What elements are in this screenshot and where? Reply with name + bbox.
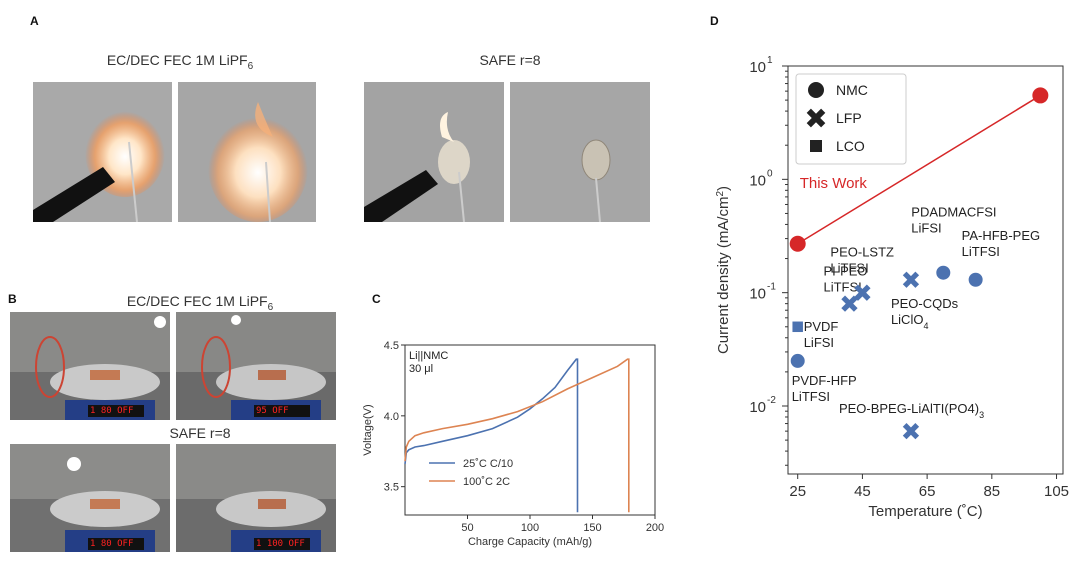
chart-d-point-circle — [790, 353, 805, 368]
chart-c-annotation-line1: Li||NMC — [409, 350, 448, 362]
chart-c-xtick-label-3: 200 — [646, 522, 664, 534]
display-b1: 1 80 OFF — [88, 405, 144, 417]
display-b3: 1 80 OFF — [88, 538, 144, 550]
chart-d-legend-marker-square — [810, 140, 822, 152]
photo-a4-safe — [510, 82, 650, 222]
chart-c-legend-label-1: 100˚C 2C — [463, 476, 510, 488]
chart-d-point-label-4-line2: LiClO4 — [891, 312, 929, 331]
chart-d-ytick-base-3: 10 — [749, 399, 766, 416]
chart-c-annotation-line2: 30 μl — [409, 363, 433, 375]
chart-c-ytick-label-1: 4.0 — [384, 411, 399, 423]
chart-d-xtick-label-1: 45 — [854, 483, 871, 500]
chart-d-ylabel: Current density (mA/cm2) — [715, 186, 733, 354]
chart-d-point-label-5-line1: PDADMACFSI — [911, 205, 996, 220]
chart-d-point-label-7: PEO-BPEG-LiAlTI(PO4)3 — [839, 401, 984, 420]
chart-c-ytick-label-2: 4.5 — [384, 340, 399, 352]
chart-d-xtick-label-4: 105 — [1044, 483, 1069, 500]
panel-a-caption-right: SAFE r=8 — [479, 52, 541, 68]
chart-d-point-x — [841, 295, 858, 312]
photo-b4-hotplate — [176, 444, 336, 552]
chart-d-this-work-label: This Work — [800, 175, 868, 192]
chart-d-ytick-base-0: 10 — [749, 59, 766, 76]
display-b4: 1 100 OFF — [254, 538, 310, 550]
chart-d-ytick-exp-3: -2 — [767, 395, 776, 406]
chart-d-point-label-1-line1: PVDF — [804, 319, 839, 334]
chart-d-point-x — [854, 284, 871, 301]
panel-a-caption-left: EC/DEC FEC 1M LiPF6 — [106, 52, 254, 72]
chart-d-legend-marker-circle — [808, 82, 824, 98]
chart-d-point-label-5-line2: LiFSI — [911, 221, 941, 236]
chart-d-point-label-6-line2: LiTFSI — [962, 244, 1000, 259]
chart-d-point-x — [902, 271, 920, 288]
chart-d-this-work-line — [797, 94, 1041, 245]
chart-d-xtick-label-3: 85 — [983, 483, 1000, 500]
chart-d-legend-marker-x — [806, 108, 826, 128]
chart-c-xlabel: Charge Capacity (mAh/g) — [468, 536, 592, 548]
photo-a2-flame — [178, 82, 316, 222]
chart-d-legend-box — [795, 73, 907, 165]
chart-c-series-line-1 — [404, 358, 630, 513]
chart-d-point-label-2-line2: LiTFSI — [823, 280, 861, 295]
chart-d-xtick-label-0: 25 — [789, 483, 806, 500]
chart-d-point-label-0-line1: PVDF-HFP — [792, 373, 857, 388]
display-b2: 95 OFF — [254, 405, 310, 417]
chart-d-legend-label-0: NMC — [836, 82, 868, 98]
panel-b-caption-top: EC/DEC FEC 1M LiPF6 — [126, 293, 274, 313]
chart-d-ytick-exp-0: 1 — [767, 55, 773, 66]
chart-d-legend-label-2: LCO — [836, 138, 865, 154]
chart-c-xtick-label-2: 150 — [583, 522, 601, 534]
chart-c-voltage: 50 100 150 200 3.5 4.0 4.5 Charge Capacity (mAh… — [362, 340, 664, 548]
panel-a-letter: A — [30, 14, 39, 28]
chart-d-ytick-exp-1: 0 — [767, 168, 773, 179]
chart-d-point-circle — [936, 265, 951, 280]
chart-d-this-work-point-0 — [789, 235, 806, 252]
chart-d-point-circle — [968, 272, 983, 287]
panel-b-caption-bottom: SAFE r=8 — [169, 425, 231, 441]
chart-d-point-x — [902, 422, 920, 440]
panel-b-letter: B — [8, 292, 17, 306]
chart-c-xtick-label-1: 100 — [521, 522, 539, 534]
panel-c-letter: C — [372, 292, 381, 306]
chart-d-point-label-6-line1: PA-HFB-PEG — [962, 228, 1041, 243]
photo-a3-safe — [364, 82, 504, 222]
chart-d-xlabel: Temperature (˚C) — [868, 503, 982, 520]
chart-d-point-label-0-line2: LiTFSI — [792, 389, 830, 404]
chart-d-ytick-base-2: 10 — [749, 286, 766, 303]
chart-d-point-square — [792, 321, 803, 333]
chart-c-series-line-0 — [404, 358, 579, 513]
chart-c-legend-label-0: 25˚C C/10 — [463, 458, 513, 470]
chart-d-point-label-3-line2: LiTFSI — [830, 261, 868, 276]
chart-d-legend-label-1: LFP — [836, 110, 862, 126]
photo-b3-hotplate — [10, 444, 170, 552]
chart-d-this-work-point-1 — [1032, 87, 1049, 104]
chart-d-point-label-4-line1: PEO-CQDs — [891, 296, 959, 311]
chart-c-frame — [404, 344, 656, 516]
chart-d-point-label-3-line1: PEO-LSTZ — [830, 245, 894, 260]
chart-c-xtick-label-0: 50 — [461, 522, 473, 534]
chart-c-ylabel: Voltage(V) — [362, 404, 374, 455]
chart-d-point-label-2-line1: PI-PEO — [823, 264, 867, 279]
chart-c-ytick-label-0: 3.5 — [384, 482, 399, 494]
photo-b2-hotplate — [176, 312, 336, 420]
panel-d-letter: D — [710, 14, 719, 28]
chart-d-point-label-1-line2: LiFSI — [804, 335, 834, 350]
chart-d-frame — [787, 65, 1064, 475]
chart-d-ytick-base-1: 10 — [749, 172, 766, 189]
photo-a1-flame — [33, 82, 172, 222]
photo-b1-hotplate — [10, 312, 170, 420]
chart-d-ytick-exp-2: -1 — [767, 282, 776, 293]
chart-d-xtick-label-2: 65 — [919, 483, 936, 500]
